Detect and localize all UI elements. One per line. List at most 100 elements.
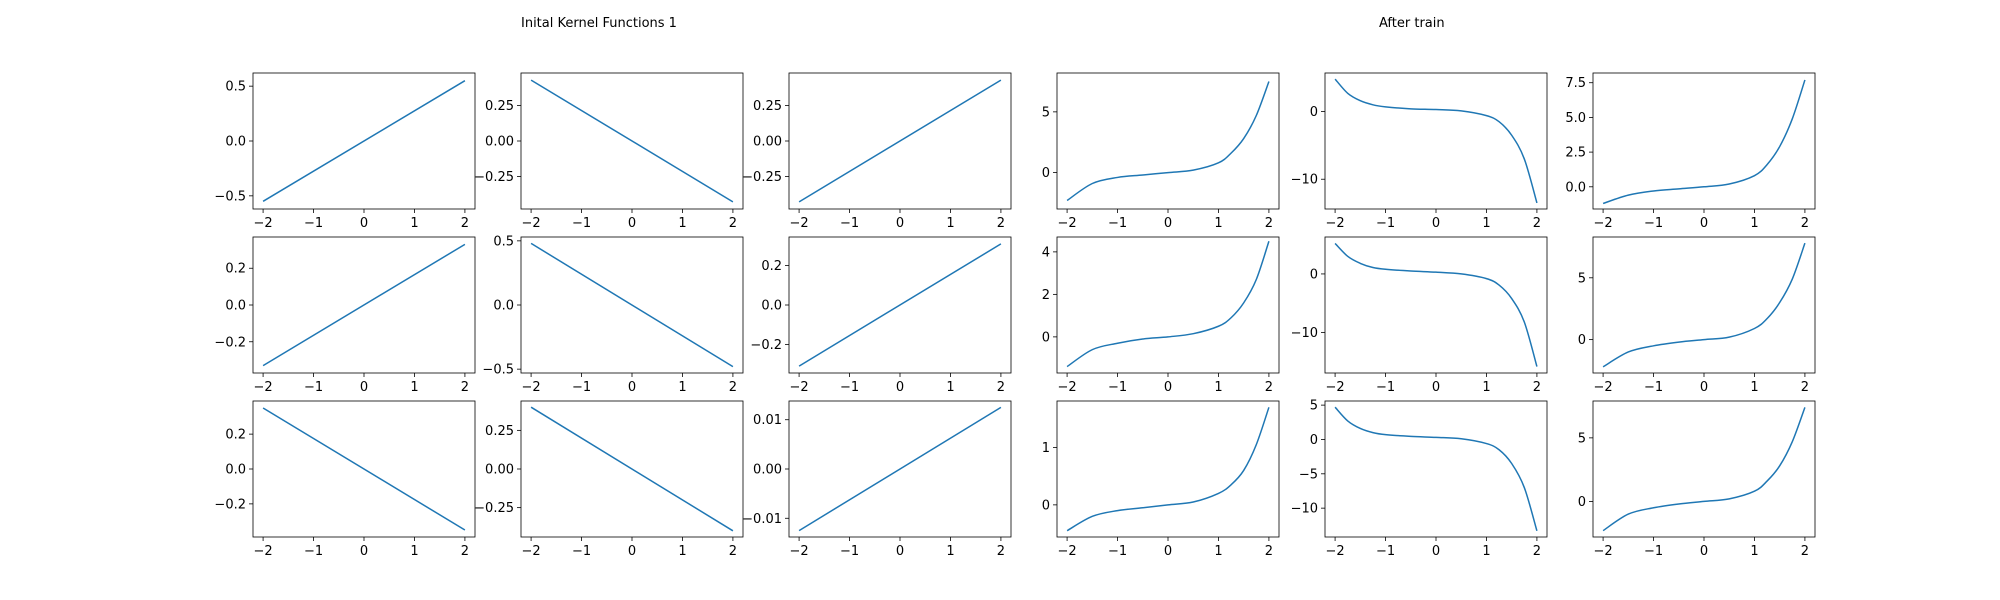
y-tick-label: 5.0 [1565,111,1586,126]
x-tick-label: 0 [1700,544,1708,559]
y-tick-label: 0 [1042,166,1050,181]
subplot-r1-c6: −2 −1 0 1 2 0.0 2.5 5.0 7.5 [1565,72,1816,231]
x-tick-label: 0 [1432,544,1440,559]
series-line [1602,79,1806,205]
y-tick-label: 0.01 [753,413,782,428]
y-tick-label: −0.2 [750,338,782,353]
y-tick-label: 0.0 [225,135,246,150]
y-tick-label: −5 [1299,467,1318,482]
x-tick-label: 0 [1700,216,1708,231]
x-tick-label: −1 [1644,544,1663,559]
subplot-r3-c6: −2 −1 0 1 2 0 5 [1578,400,1816,559]
y-tick-label: 0 [1042,498,1050,513]
x-tick-label: 0 [1164,380,1172,395]
y-tick-label: 0.0 [493,299,514,314]
x-tick-label: −2 [1058,380,1077,395]
subplot-r3-c3: −2 −1 0 1 2 −0.01 0.00 0.01 [742,400,1012,559]
y-tick-label: 0.0 [225,299,246,314]
y-tick-label: −10 [1291,502,1318,517]
x-tick-label: −2 [1594,380,1613,395]
y-tick-label: 0 [1310,105,1318,120]
y-tick-label: 0.5 [493,234,514,249]
x-tick-label: 0 [628,380,636,395]
x-tick-label: 1 [1482,380,1490,395]
x-tick-label: −2 [254,380,273,395]
x-tick-label: 2 [1801,216,1809,231]
x-tick-label: 0 [1164,216,1172,231]
y-tick-label: 0.00 [753,463,782,478]
y-tick-label: 0.25 [485,424,514,439]
x-tick-label: 2 [1801,380,1809,395]
series-line [1334,242,1538,367]
y-tick-label: −0.25 [474,170,514,185]
x-tick-label: −2 [1326,216,1345,231]
axes-frame [1592,400,1816,538]
axes-frame [1324,400,1548,538]
subplot-r2-c1: −2 −1 0 1 2 −0.2 0.0 0.2 [214,236,476,395]
x-tick-label: −2 [254,544,273,559]
y-tick-label: 5 [1310,399,1318,414]
series-line [1066,241,1270,368]
x-tick-label: 0 [1164,544,1172,559]
subplot-r3-c1: −2 −1 0 1 2 −0.2 0.0 0.2 [214,400,476,559]
x-tick-label: 0 [896,544,904,559]
axes-frame [1324,72,1548,210]
y-tick-label: 0 [1042,330,1050,345]
series-line [798,406,1002,532]
x-tick-label: −1 [304,380,323,395]
series-line [1066,81,1270,202]
x-tick-label: 0 [1432,380,1440,395]
subplot-r3-c2: −2 −1 0 1 2 −0.25 0.00 0.25 [474,400,744,559]
x-tick-label: −1 [1376,544,1395,559]
x-tick-label: −1 [572,216,591,231]
x-tick-label: −2 [522,216,541,231]
x-tick-label: 1 [678,544,686,559]
x-tick-label: 2 [997,216,1005,231]
x-tick-label: −2 [1594,216,1613,231]
x-tick-label: 2 [1265,216,1273,231]
y-tick-label: 0.0 [225,463,246,478]
series-line [262,80,466,202]
y-tick-label: 0.25 [753,99,782,114]
y-tick-label: −0.25 [742,170,782,185]
y-tick-label: 1 [1042,441,1050,456]
x-tick-label: −1 [1108,544,1127,559]
x-tick-label: 1 [1750,216,1758,231]
x-tick-label: −2 [1326,380,1345,395]
x-tick-label: 2 [461,544,469,559]
x-tick-label: −1 [1376,216,1395,231]
x-tick-label: 1 [946,380,954,395]
title-initial-kernels: Inital Kernel Functions 1 [521,16,677,31]
x-tick-label: −2 [790,380,809,395]
x-tick-label: 2 [997,544,1005,559]
x-tick-label: 2 [1533,544,1541,559]
series-line [1066,407,1270,532]
x-tick-label: 0 [360,544,368,559]
y-tick-label: 0.00 [485,135,514,150]
x-tick-label: 1 [1214,216,1222,231]
x-tick-label: −2 [1594,544,1613,559]
subplot-r3-c5: −2 −1 0 1 2−10−505 [1291,399,1548,559]
y-tick-label: 0.2 [761,259,782,274]
x-tick-label: −2 [790,216,809,231]
x-tick-label: −1 [1108,216,1127,231]
y-tick-label: −0.01 [742,512,782,527]
series-line [530,242,734,368]
x-tick-label: 1 [410,216,418,231]
x-tick-label: 2 [1265,380,1273,395]
axes-frame [1324,236,1548,374]
x-tick-label: 2 [729,544,737,559]
x-tick-label: −2 [522,380,541,395]
y-tick-label: 0.0 [1565,180,1586,195]
x-tick-label: 1 [678,380,686,395]
x-tick-label: 1 [1482,544,1490,559]
y-tick-label: −0.5 [214,189,246,204]
y-tick-label: 0.0 [761,299,782,314]
x-tick-label: 2 [1533,216,1541,231]
y-tick-label: 0 [1578,495,1586,510]
x-tick-label: 0 [1432,216,1440,231]
x-tick-label: −2 [790,544,809,559]
series-line [262,243,466,367]
title-after-train: After train [1379,16,1445,31]
